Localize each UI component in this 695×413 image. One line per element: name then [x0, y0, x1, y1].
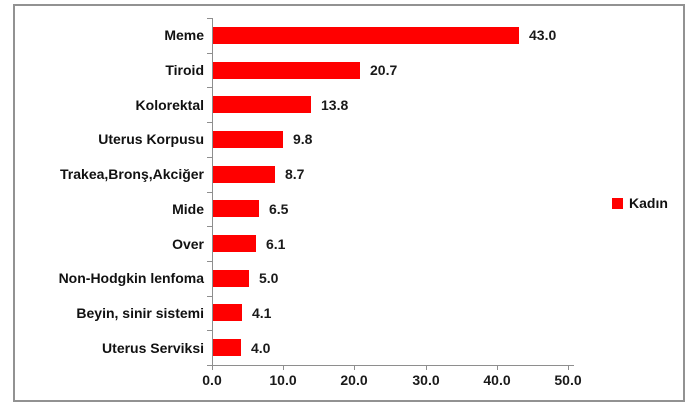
bar-value-label: 4.1: [252, 304, 272, 321]
x-axis-line: [212, 365, 574, 366]
bar: [213, 62, 360, 79]
category-label: Mide: [172, 200, 204, 217]
bar: [213, 235, 256, 252]
category-label: Uterus Serviksi: [102, 339, 204, 356]
x-axis-tick-mark: [497, 365, 498, 370]
bar: [213, 304, 242, 321]
category-tick-mark: [207, 157, 212, 158]
category-tick-mark: [207, 53, 212, 54]
bar: [213, 96, 311, 113]
y-axis-line: [212, 18, 213, 365]
category-tick-mark: [207, 192, 212, 193]
category-label: Beyin, sinir sistemi: [76, 304, 204, 321]
x-axis-tick-label: 20.0: [340, 372, 368, 388]
legend-label: Kadın: [629, 195, 668, 211]
bar: [213, 166, 275, 183]
bar-value-label: 9.8: [293, 131, 313, 148]
category-tick-mark: [207, 330, 212, 331]
x-axis-tick-mark: [212, 365, 213, 370]
category-tick-mark: [207, 226, 212, 227]
x-axis-tick-label: 0.0: [202, 372, 222, 388]
category-tick-mark: [207, 18, 212, 19]
bar-value-label: 5.0: [259, 270, 279, 287]
category-tick-mark: [207, 365, 212, 366]
bar: [213, 131, 283, 148]
x-axis-tick-mark: [426, 365, 427, 370]
category-label: Tiroid: [165, 62, 204, 79]
bar-value-label: 8.7: [285, 166, 305, 183]
category-tick-mark: [207, 122, 212, 123]
category-tick-mark: [207, 261, 212, 262]
bar: [213, 339, 241, 356]
x-axis-tick-label: 30.0: [412, 372, 440, 388]
legend-color-swatch: [612, 197, 623, 209]
category-label: Trakea,Bronş,Akciğer: [60, 166, 204, 183]
x-axis-tick-label: 50.0: [554, 372, 582, 388]
bar: [213, 200, 259, 217]
category-tick-mark: [207, 296, 212, 297]
category-label: Over: [172, 235, 204, 252]
bar-value-label: 6.5: [269, 200, 289, 217]
category-label: Kolorektal: [135, 96, 204, 113]
legend: Kadın: [612, 195, 668, 211]
x-axis-tick-mark: [354, 365, 355, 370]
x-axis-tick-label: 40.0: [483, 372, 511, 388]
bar-value-label: 4.0: [251, 339, 271, 356]
category-label: Meme: [164, 27, 204, 44]
bar-value-label: 13.8: [321, 96, 349, 113]
x-axis-tick-mark: [568, 365, 569, 370]
bar-value-label: 43.0: [529, 27, 557, 44]
bar: [213, 270, 249, 287]
bar: [213, 27, 519, 44]
x-axis-tick-mark: [283, 365, 284, 370]
x-axis-tick-label: 10.0: [269, 372, 297, 388]
category-label: Non-Hodgkin lenfoma: [58, 270, 204, 287]
category-tick-mark: [207, 87, 212, 88]
category-label: Uterus Korpusu: [98, 131, 204, 148]
bar-value-label: 20.7: [370, 62, 398, 79]
bar-value-label: 6.1: [266, 235, 286, 252]
